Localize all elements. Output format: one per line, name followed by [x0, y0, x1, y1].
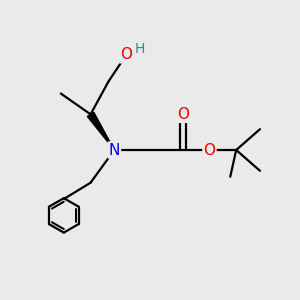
Text: O: O: [120, 47, 132, 62]
Text: O: O: [177, 107, 189, 122]
Text: H: H: [134, 42, 145, 56]
Text: N: N: [109, 142, 120, 158]
Polygon shape: [87, 112, 114, 150]
Text: O: O: [203, 142, 215, 158]
